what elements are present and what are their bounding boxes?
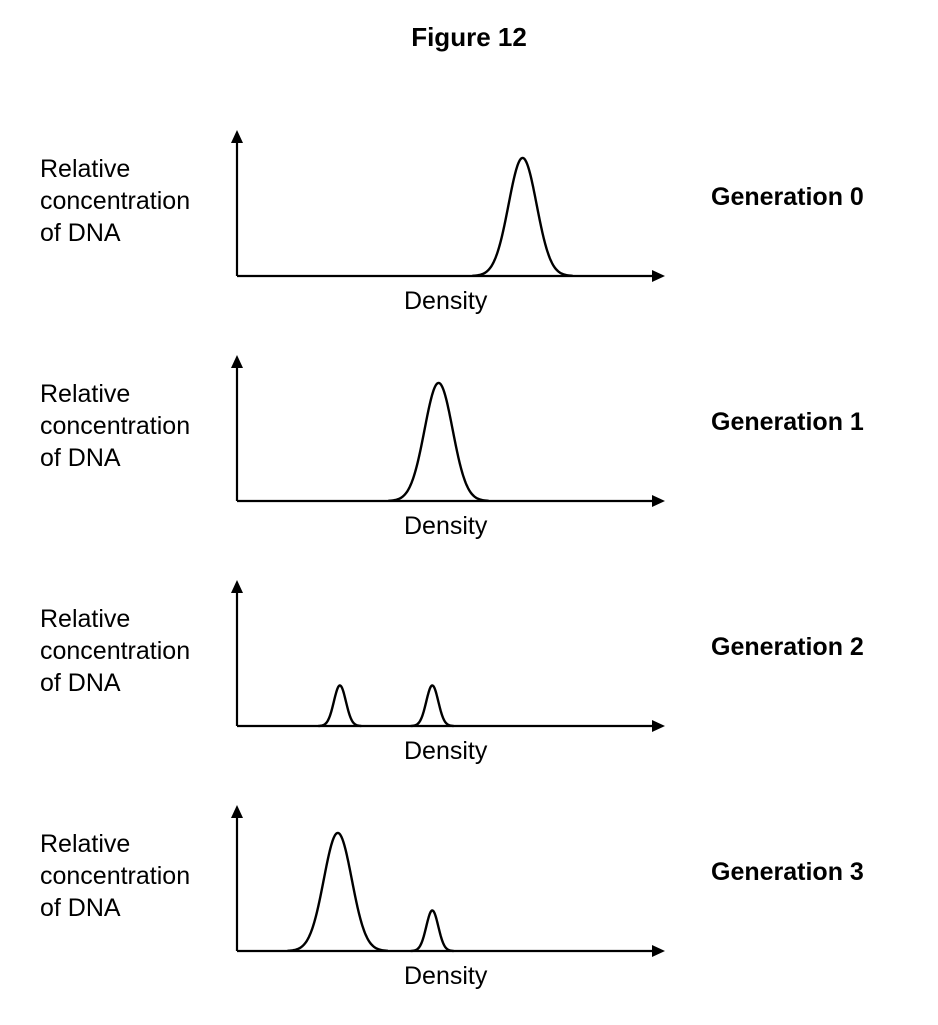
y-axis-arrow-icon <box>231 805 243 818</box>
y-axis-label: Relative concentration of DNA <box>40 828 190 924</box>
y-axis-label-line: concentration <box>40 637 191 665</box>
plot-area <box>231 580 665 732</box>
y-axis-label-line: concentration <box>40 412 191 440</box>
generation-label: Generation 3 <box>711 858 864 886</box>
y-axis-arrow-icon <box>231 130 243 143</box>
x-axis-label: Density <box>404 737 488 765</box>
y-axis-label-line: concentration <box>40 862 191 890</box>
x-axis-arrow-icon <box>652 495 665 507</box>
peak-curve <box>387 381 490 503</box>
x-axis-arrow-icon <box>652 945 665 957</box>
y-axis-label-line: of DNA <box>40 669 121 697</box>
x-axis-label: Density <box>404 287 488 315</box>
y-axis-label-line: of DNA <box>40 894 121 922</box>
peak-curve <box>410 909 455 953</box>
y-axis-label-line: Relative <box>40 155 131 183</box>
plot-area <box>231 805 665 957</box>
generation-label: Generation 0 <box>711 183 864 211</box>
chart-generation-0: Relative concentration of DNA Density Ge… <box>0 125 938 350</box>
generation-label: Generation 2 <box>711 633 864 661</box>
peak-curve <box>410 684 455 728</box>
y-axis-label-line: of DNA <box>40 219 121 247</box>
peak-curve <box>471 156 574 278</box>
generation-label: Generation 1 <box>711 408 864 436</box>
peak-curve <box>286 831 389 953</box>
x-axis-label: Density <box>404 512 488 540</box>
x-axis-arrow-icon <box>652 270 665 282</box>
plot-area <box>231 130 665 282</box>
y-axis-arrow-icon <box>231 355 243 368</box>
plot-area <box>231 355 665 507</box>
chart-generation-3: Relative concentration of DNA Density Ge… <box>0 800 938 1025</box>
chart-generation-1: Relative concentration of DNA Density Ge… <box>0 350 938 575</box>
y-axis-label-line: Relative <box>40 380 131 408</box>
y-axis-label-line: of DNA <box>40 444 121 472</box>
y-axis-label: Relative concentration of DNA <box>40 378 190 474</box>
y-axis-label: Relative concentration of DNA <box>40 603 190 699</box>
y-axis-label-line: Relative <box>40 830 131 858</box>
x-axis-label: Density <box>404 962 488 990</box>
peak-curve <box>317 684 362 728</box>
y-axis-label-line: Relative <box>40 605 131 633</box>
figure-title: Figure 12 <box>411 22 527 52</box>
y-axis-label: Relative concentration of DNA <box>40 153 190 249</box>
chart-generation-2: Relative concentration of DNA Density Ge… <box>0 575 938 800</box>
y-axis-arrow-icon <box>231 580 243 593</box>
x-axis-arrow-icon <box>652 720 665 732</box>
y-axis-label-line: concentration <box>40 187 191 215</box>
